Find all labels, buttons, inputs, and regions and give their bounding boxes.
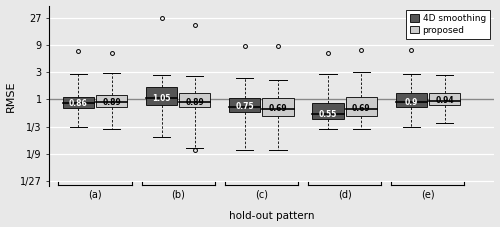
Text: 0.69: 0.69	[352, 104, 370, 113]
X-axis label: hold-out pattern: hold-out pattern	[229, 211, 314, 222]
Text: 0.94: 0.94	[435, 96, 454, 105]
Bar	[396, 93, 427, 106]
Text: (e): (e)	[421, 190, 434, 200]
Text: 0.89: 0.89	[186, 98, 204, 107]
Bar	[180, 93, 210, 106]
Bar	[229, 98, 260, 112]
Bar	[146, 87, 177, 105]
Bar	[429, 93, 460, 105]
Text: 0.55: 0.55	[319, 110, 337, 119]
Text: 1.05: 1.05	[152, 94, 171, 103]
Text: (d): (d)	[338, 190, 351, 200]
Legend: 4D smoothing, proposed: 4D smoothing, proposed	[406, 10, 490, 39]
Text: 0.9: 0.9	[404, 98, 418, 106]
Bar	[262, 98, 294, 116]
Text: 0.69: 0.69	[269, 104, 287, 113]
Text: 0.75: 0.75	[236, 102, 254, 111]
Bar	[96, 95, 128, 106]
Bar	[346, 97, 377, 116]
Text: 0.86: 0.86	[69, 99, 87, 108]
Text: 0.89: 0.89	[102, 98, 121, 107]
Text: (b): (b)	[172, 190, 185, 200]
Text: (c): (c)	[255, 190, 268, 200]
Bar	[312, 104, 344, 119]
Text: (a): (a)	[88, 190, 102, 200]
Bar	[63, 97, 94, 108]
Y-axis label: RMSE: RMSE	[6, 80, 16, 112]
